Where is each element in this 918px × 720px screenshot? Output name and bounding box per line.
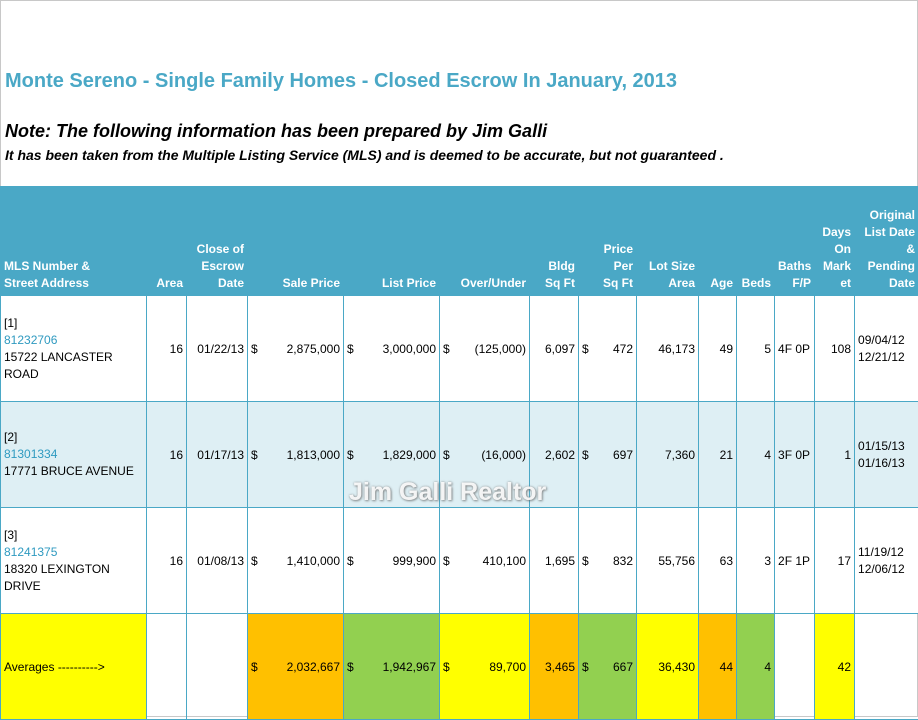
lot-size-cell: 46,173 — [637, 296, 699, 402]
avg-list-price: 1,942,967 — [364, 614, 440, 720]
currency-sign: $ — [248, 402, 268, 508]
currency-sign: $ — [344, 508, 364, 614]
avg-sale-price: 2,032,667 — [268, 614, 344, 720]
close-date-cell: 01/17/13 — [187, 402, 248, 508]
days-on-market-cell: 17 — [815, 508, 855, 614]
empty-cell — [775, 614, 815, 720]
lot-size-cell: 7,360 — [637, 402, 699, 508]
currency-sign: $ — [579, 508, 598, 614]
close-date-cell: 01/22/13 — [187, 296, 248, 402]
beds-cell: 5 — [737, 296, 775, 402]
price-per-sqft-cell: 832 — [598, 508, 637, 614]
beds-cell: 4 — [737, 402, 775, 508]
averages-row: Averages ----------> $ 2,032,667 $ 1,942… — [1, 614, 918, 720]
currency-sign: $ — [440, 508, 460, 614]
currency-sign: $ — [248, 614, 268, 720]
mls-disclaimer: It has been taken from the Multiple List… — [5, 147, 724, 163]
age-cell: 21 — [699, 402, 737, 508]
area-cell: 16 — [147, 508, 187, 614]
days-on-market-cell: 1 — [815, 402, 855, 508]
header-age: Age — [699, 187, 737, 296]
avg-over-under: 89,700 — [460, 614, 530, 720]
baths-cell: 2F 1P — [775, 508, 815, 614]
avg-days-on-market: 42 — [815, 614, 855, 720]
over-under-cell: (125,000) — [460, 296, 530, 402]
avg-lot-size: 36,430 — [637, 614, 699, 720]
header-list-price: List Price — [344, 187, 440, 296]
beds-cell: 3 — [737, 508, 775, 614]
sale-price-cell: 2,875,000 — [268, 296, 344, 402]
closed-escrow-table: MLS Number &Street Address Area Close of… — [0, 186, 918, 720]
currency-sign: $ — [579, 296, 598, 402]
sale-price-cell: 1,410,000 — [268, 508, 344, 614]
baths-cell: 4F 0P — [775, 296, 815, 402]
price-per-sqft-cell: 472 — [598, 296, 637, 402]
days-on-market-cell: 108 — [815, 296, 855, 402]
header-over-under: Over/Under — [440, 187, 530, 296]
realtor-watermark: Jim Galli Realtor — [349, 478, 546, 507]
prepared-by-note: Note: The following information has been… — [5, 121, 547, 142]
currency-sign: $ — [344, 614, 364, 720]
list-price-cell: 3,000,000 — [364, 296, 440, 402]
averages-label: Averages ----------> — [1, 614, 147, 720]
close-date-cell: 01/08/13 — [187, 508, 248, 614]
sale-price-cell: 1,813,000 — [268, 402, 344, 508]
currency-sign: $ — [248, 296, 268, 402]
header-beds: Beds — [737, 187, 775, 296]
over-under-cell: 410,100 — [460, 508, 530, 614]
currency-sign: $ — [440, 296, 460, 402]
page-title: Monte Sereno - Single Family Homes - Clo… — [5, 70, 677, 93]
empty-cell — [855, 614, 918, 720]
area-cell: 16 — [147, 402, 187, 508]
bldg-sqft-cell: 6,097 — [530, 296, 579, 402]
price-per-sqft-cell: 697 — [598, 402, 637, 508]
avg-beds: 4 — [737, 614, 775, 720]
lot-size-cell: 55,756 — [637, 508, 699, 614]
header-row: MLS Number &Street Address Area Close of… — [1, 187, 918, 296]
empty-cell — [187, 614, 248, 720]
mls-number-link[interactable]: 81301334 — [4, 447, 57, 461]
baths-cell: 3F 0P — [775, 402, 815, 508]
avg-age: 44 — [699, 614, 737, 720]
currency-sign: $ — [248, 508, 268, 614]
currency-sign: $ — [579, 402, 598, 508]
header-mls-address: MLS Number &Street Address — [1, 187, 147, 296]
currency-sign: $ — [440, 614, 460, 720]
currency-sign: $ — [579, 614, 598, 720]
avg-price-per-sqft: 667 — [598, 614, 637, 720]
mls-number-link[interactable]: 81232706 — [4, 333, 57, 347]
header-area: Area — [147, 187, 187, 296]
empty-cell — [147, 614, 187, 720]
age-cell: 49 — [699, 296, 737, 402]
area-cell: 16 — [147, 296, 187, 402]
header-sale-price: Sale Price — [248, 187, 344, 296]
avg-bldg-sqft: 3,465 — [530, 614, 579, 720]
currency-sign: $ — [344, 296, 364, 402]
list-price-cell: 999,900 — [364, 508, 440, 614]
age-cell: 63 — [699, 508, 737, 614]
bldg-sqft-cell: 1,695 — [530, 508, 579, 614]
mls-number-link[interactable]: 81241375 — [4, 545, 57, 559]
